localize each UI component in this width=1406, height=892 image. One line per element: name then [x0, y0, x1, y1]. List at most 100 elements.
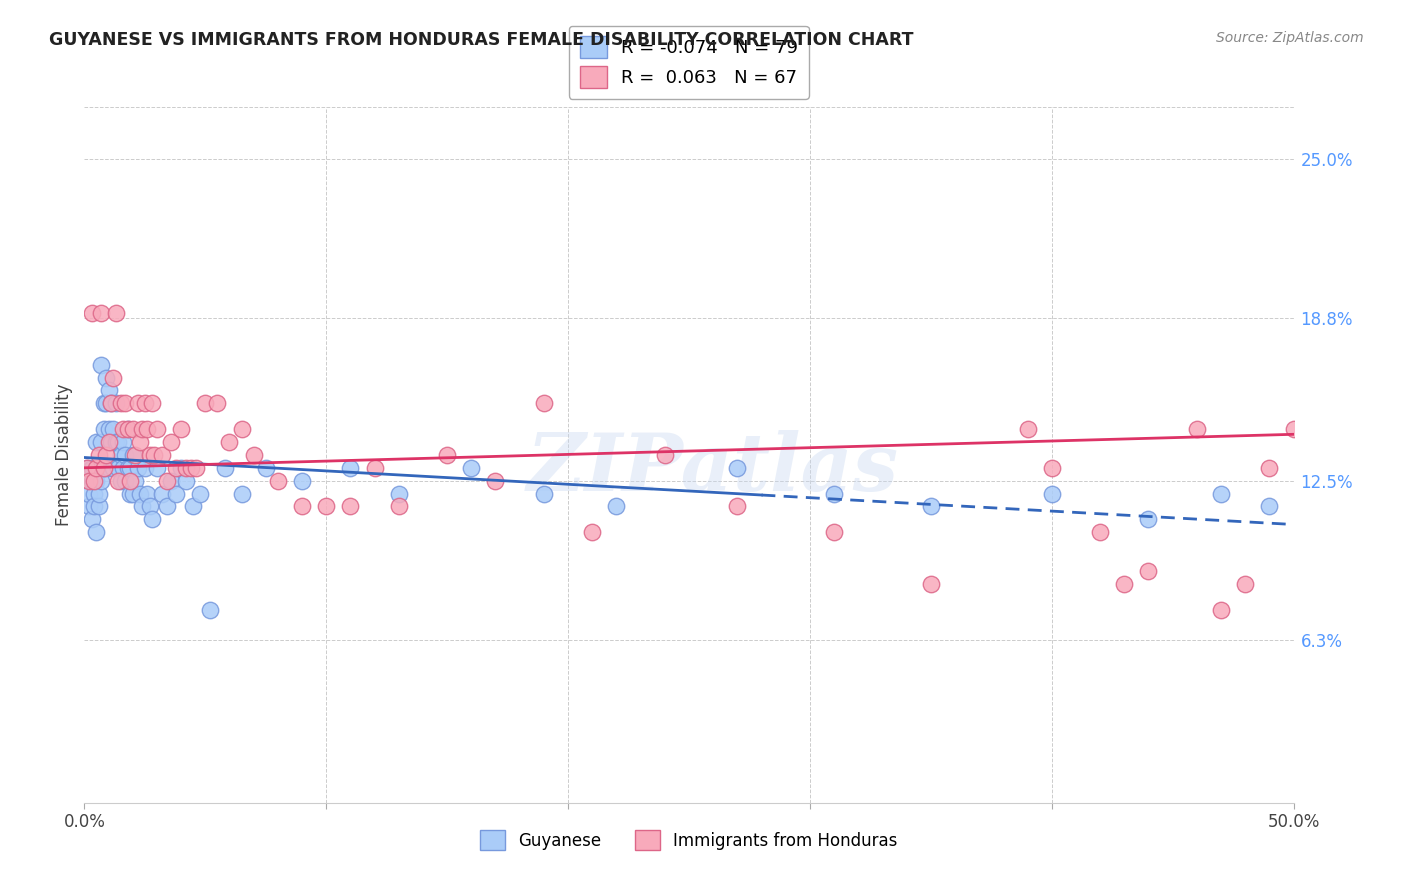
Point — [77, 474, 100, 488]
Point — [112, 435, 135, 450]
Point — [1137, 512, 1160, 526]
Point — [110, 396, 132, 410]
Point — [90, 474, 112, 488]
Point — [170, 460, 193, 475]
Point — [93, 396, 115, 410]
Point — [103, 370, 125, 384]
Point — [90, 358, 112, 372]
Point — [146, 422, 169, 436]
Point — [184, 460, 207, 475]
Point — [1282, 422, 1305, 436]
Point — [170, 422, 193, 436]
Point — [114, 448, 136, 462]
Point — [218, 435, 240, 450]
Point — [76, 460, 98, 475]
Point — [231, 422, 253, 436]
Point — [104, 435, 127, 450]
Point — [1114, 576, 1136, 591]
Point — [80, 460, 103, 475]
Point — [87, 500, 110, 514]
Point — [165, 460, 187, 475]
Point — [134, 396, 156, 410]
Point — [107, 474, 129, 488]
Point — [110, 474, 132, 488]
Point — [112, 460, 135, 475]
Point — [436, 448, 458, 462]
Point — [1040, 460, 1063, 475]
Point — [605, 500, 627, 514]
Point — [1209, 486, 1232, 500]
Point — [136, 422, 159, 436]
Point — [146, 460, 169, 475]
Point — [1185, 422, 1208, 436]
Point — [131, 422, 153, 436]
Text: Source: ZipAtlas.com: Source: ZipAtlas.com — [1216, 31, 1364, 45]
Point — [165, 486, 187, 500]
Point — [150, 448, 173, 462]
Point — [190, 486, 212, 500]
Point — [83, 486, 105, 500]
Point — [725, 500, 748, 514]
Point — [138, 500, 160, 514]
Point — [254, 460, 277, 475]
Point — [291, 500, 314, 514]
Point — [121, 486, 143, 500]
Point — [120, 486, 142, 500]
Point — [94, 396, 117, 410]
Point — [110, 448, 132, 462]
Point — [484, 474, 506, 488]
Point — [533, 396, 555, 410]
Point — [90, 306, 112, 320]
Point — [104, 306, 127, 320]
Point — [107, 460, 129, 475]
Point — [97, 460, 120, 475]
Point — [1258, 460, 1281, 475]
Point — [97, 435, 120, 450]
Point — [143, 448, 166, 462]
Point — [823, 486, 845, 500]
Point — [121, 448, 143, 462]
Point — [150, 486, 173, 500]
Point — [194, 396, 217, 410]
Point — [93, 460, 115, 475]
Point — [920, 576, 942, 591]
Point — [93, 422, 115, 436]
Point — [363, 460, 385, 475]
Point — [100, 435, 122, 450]
Point — [120, 460, 142, 475]
Point — [77, 500, 100, 514]
Point — [1137, 564, 1160, 578]
Point — [388, 486, 411, 500]
Point — [83, 500, 105, 514]
Point — [103, 460, 125, 475]
Point — [1088, 525, 1111, 540]
Point — [174, 474, 197, 488]
Point — [127, 396, 149, 410]
Point — [160, 474, 183, 488]
Point — [1258, 500, 1281, 514]
Point — [87, 486, 110, 500]
Point — [97, 422, 120, 436]
Point — [581, 525, 603, 540]
Point — [460, 460, 482, 475]
Point — [104, 396, 127, 410]
Point — [76, 460, 98, 475]
Point — [80, 474, 103, 488]
Point — [117, 460, 139, 475]
Point — [114, 474, 136, 488]
Point — [77, 486, 100, 500]
Point — [1234, 576, 1257, 591]
Point — [339, 460, 361, 475]
Point — [155, 474, 177, 488]
Point — [114, 396, 136, 410]
Point — [131, 500, 153, 514]
Point — [107, 435, 129, 450]
Point — [920, 500, 942, 514]
Point — [127, 460, 149, 475]
Point — [231, 486, 253, 500]
Point — [83, 474, 105, 488]
Point — [823, 525, 845, 540]
Point — [141, 512, 163, 526]
Point — [100, 396, 122, 410]
Point — [86, 435, 108, 450]
